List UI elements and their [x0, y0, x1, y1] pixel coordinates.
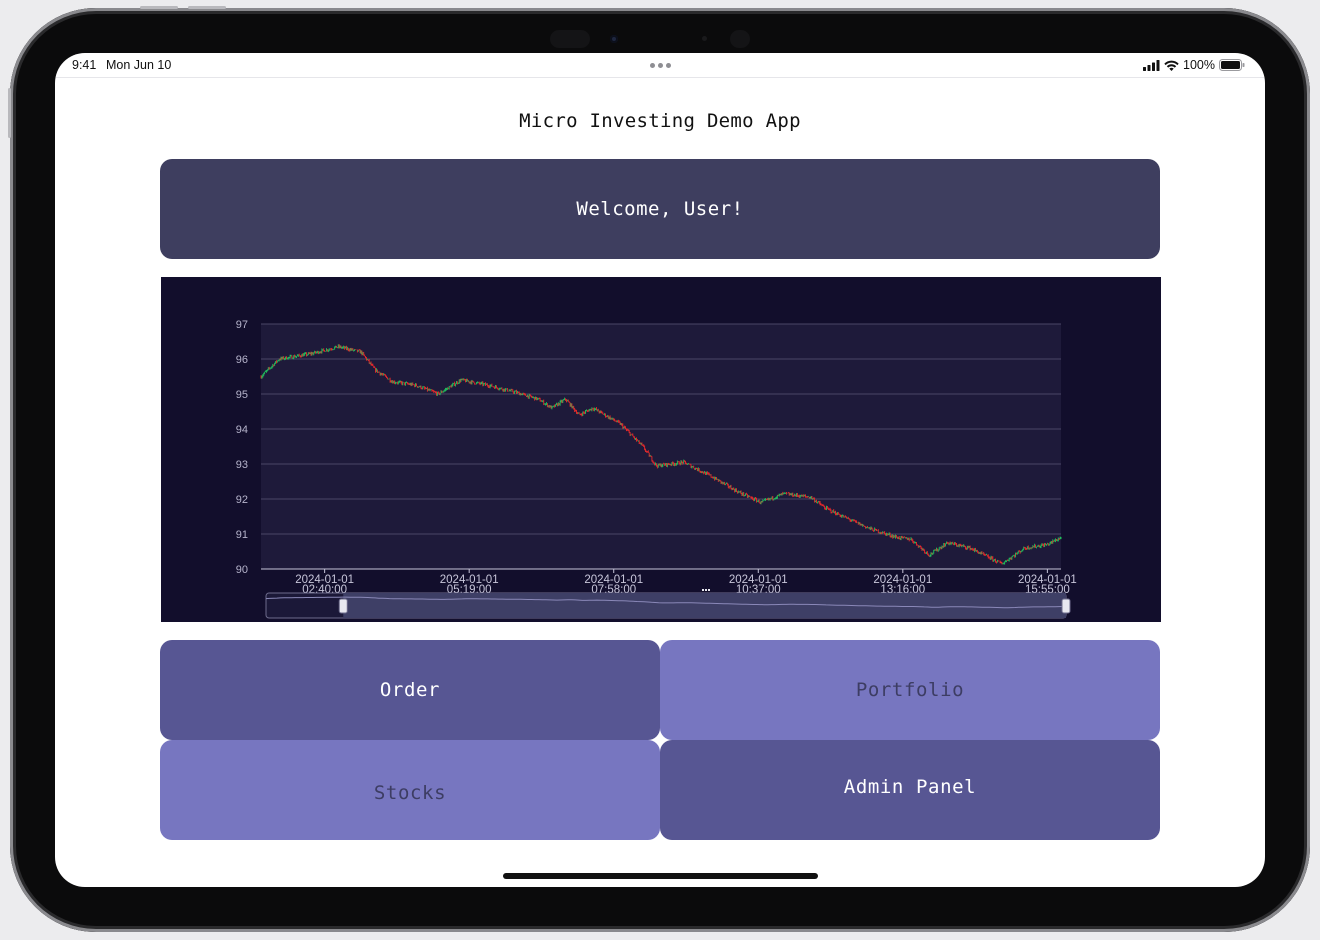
sensor [702, 36, 707, 41]
x-tick-label-date: 2024-01-01 [584, 574, 643, 586]
y-tick-label: 97 [236, 319, 248, 331]
y-tick-label: 93 [236, 459, 248, 471]
y-tick-label: 92 [236, 494, 248, 506]
navigator-handle-right[interactable] [1061, 598, 1071, 614]
camera-housing [550, 30, 590, 48]
home-indicator[interactable] [503, 873, 818, 879]
welcome-banner: Welcome, User! [160, 159, 1160, 259]
signal-icon [1143, 59, 1160, 71]
power-button [8, 88, 11, 138]
battery-icon [1219, 59, 1245, 71]
y-tick-label: 94 [236, 424, 248, 436]
navigator-grip-icon [702, 589, 710, 591]
x-tick-label-date: 2024-01-01 [295, 574, 354, 586]
y-tick-label: 96 [236, 354, 248, 366]
screen: 9:41 Mon Jun 10 100% Micr [55, 53, 1265, 887]
navigator-selection [343, 593, 1066, 618]
welcome-text: Welcome, User! [576, 198, 744, 220]
page-title: Micro Investing Demo App [519, 110, 801, 132]
volume-button-down [188, 6, 226, 9]
y-tick-label: 95 [236, 389, 248, 401]
y-tick-label: 91 [236, 529, 248, 541]
x-tick-label-date: 2024-01-01 [1018, 574, 1077, 586]
x-tick-label-date: 2024-01-01 [440, 574, 499, 586]
portfolio-button[interactable]: Portfolio [660, 640, 1160, 740]
status-indicators: 100% [1143, 57, 1245, 73]
battery-percentage: 100% [1183, 58, 1215, 72]
volume-button-up [140, 6, 178, 9]
price-chart[interactable]: 97 96 95 94 93 92 91 90 2024-01-01 02:40:00 2024-0… [161, 277, 1161, 622]
more-dots-icon[interactable] [650, 63, 672, 68]
stocks-button-label: Stocks [373, 782, 447, 804]
status-bar: 9:41 Mon Jun 10 100% [55, 53, 1265, 78]
status-time: 9:41 [72, 58, 97, 72]
y-tick-label: 90 [236, 564, 248, 576]
chart-svg[interactable]: 97969594939291902024-01-0102:40:002024-0… [161, 277, 1161, 622]
x-tick-label-date: 2024-01-01 [873, 574, 932, 586]
order-button-label: Order [379, 679, 441, 701]
grip-dot [708, 589, 710, 591]
x-tick-label-date: 2024-01-01 [729, 574, 788, 586]
sensor-housing [730, 30, 750, 48]
navigator-line [265, 596, 1066, 609]
grip-dot [705, 589, 707, 591]
order-button[interactable]: Order [160, 640, 660, 740]
plot-area [261, 324, 1061, 569]
stocks-button[interactable]: Stocks [160, 740, 660, 840]
front-camera [610, 35, 618, 43]
admin-panel-button[interactable]: Admin Panel [660, 740, 1160, 840]
candles [260, 344, 1062, 565]
wifi-icon [1164, 60, 1179, 71]
portfolio-button-label: Portfolio [855, 679, 965, 701]
navigator-handle-left[interactable] [338, 598, 348, 614]
grip-dot [702, 589, 704, 591]
admin-panel-button-label: Admin Panel [843, 776, 977, 798]
status-date: Mon Jun 10 [106, 58, 172, 72]
